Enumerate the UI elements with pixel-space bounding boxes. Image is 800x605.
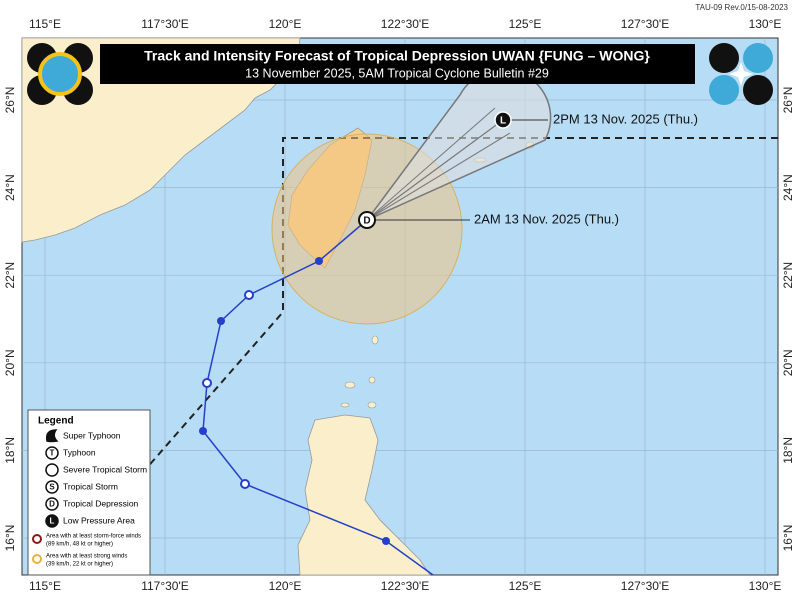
legend-area-note: (89 km/h, 48 kt or higher): [46, 542, 113, 548]
legend-symbol: [45, 463, 59, 477]
lat-label: 18°N: [3, 437, 17, 464]
lon-label: 120°E: [269, 579, 302, 593]
title: Track and Intensity Forecast of Tropical…: [144, 48, 650, 64]
lat-label: 22°N: [781, 262, 795, 289]
legend-symbol: [45, 429, 59, 443]
lon-label: 130°E: [749, 17, 782, 31]
graticule: [22, 38, 778, 575]
forecast-marker: [494, 111, 512, 129]
storm-points: [202, 290, 254, 489]
forecast-label: 2PM 13 Nov. 2025 (Thu.): [553, 111, 698, 126]
revision: TAU-09 Rev.0/15-08-2023: [695, 3, 788, 12]
lon-label: 125°E: [509, 17, 542, 31]
lat-label: 18°N: [781, 437, 795, 464]
lon-label: 127°30'E: [621, 579, 669, 593]
track-points: [199, 257, 390, 545]
legend-area-symbol: [32, 534, 42, 544]
lon-label: 127°30'E: [621, 17, 669, 31]
lat-label: 20°N: [3, 349, 17, 376]
title-bar: [100, 44, 695, 84]
lon-label: 115°E: [29, 17, 61, 31]
marker-symbol: D: [363, 216, 370, 227]
lon-label: 117°30'E: [141, 579, 189, 593]
cone-line: [366, 132, 511, 221]
dost-logo: [709, 43, 773, 105]
legend-label: Typhoon: [63, 447, 96, 457]
subtitle: 13 November 2025, 5AM Tropical Cyclone B…: [245, 66, 549, 80]
legend-label: Low Pressure Area: [63, 515, 135, 525]
lon-label: 117°30'E: [141, 17, 189, 31]
legend-symbol-letter: D: [49, 500, 55, 509]
lat-label: 24°N: [781, 174, 795, 201]
lat-label: 16°N: [781, 525, 795, 552]
marker-symbol: L: [500, 116, 506, 127]
lon-label: 115°E: [29, 579, 61, 593]
legend-symbol: [45, 480, 59, 494]
lon-label: 120°E: [269, 17, 302, 31]
legend-area-label: Area with at least strong winds: [46, 554, 127, 560]
legend-title: Legend: [38, 416, 74, 427]
legend-label: Severe Tropical Storm: [63, 464, 147, 474]
luzon-land: [297, 414, 431, 576]
cone-line: [366, 107, 496, 221]
legend-area-label: Area with at least storm-force winds: [46, 534, 141, 540]
legend-symbol: [45, 446, 59, 460]
lon-label: 122°30'E: [381, 579, 429, 593]
lat-label: 16°N: [3, 525, 17, 552]
legend-label: Tropical Depression: [63, 498, 139, 508]
lat-label: 24°N: [3, 174, 17, 201]
legend-label: Super Typhoon: [63, 430, 121, 440]
legend: Legend Super Typhoon T Typhoon Severe Tropi…: [27, 409, 151, 576]
legend-symbol-letter: T: [50, 449, 55, 458]
lon-label: 122°30'E: [381, 17, 429, 31]
legend-label: Tropical Storm: [63, 481, 118, 491]
lat-label: 26°N: [3, 87, 17, 114]
lat-label: 20°N: [781, 349, 795, 376]
legend-symbol: [45, 497, 59, 511]
pagasa-logo: [27, 43, 93, 105]
lon-label: 125°E: [509, 579, 542, 593]
legend-symbol-letter: S: [49, 483, 55, 492]
legend-area-symbol: [32, 554, 42, 564]
lon-label: 130°E: [749, 579, 782, 593]
forecast-label: 2AM 13 Nov. 2025 (Thu.): [474, 211, 619, 226]
cone-line: [366, 119, 504, 221]
legend-symbol: [45, 514, 59, 528]
lat-label: 26°N: [781, 87, 795, 114]
lat-label: 22°N: [3, 262, 17, 289]
forecast-marker: [358, 211, 376, 229]
legend-area-note: (39 km/h, 22 kt or higher): [46, 562, 113, 568]
legend-symbol-letter: L: [50, 517, 55, 526]
